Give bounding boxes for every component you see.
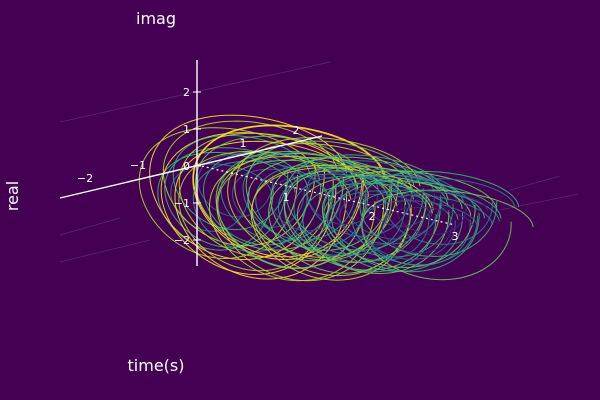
curve-series-line [242,152,379,241]
curve-series-line [360,200,478,260]
grid-line [59,239,151,263]
time-tick-label: 2 [369,210,376,223]
curve-series-line [245,140,415,251]
curve-series-line [361,189,534,281]
curve-series-line [170,163,272,232]
curve-series-line [384,178,515,245]
curve-series-line [351,189,500,266]
curve-series-line [396,191,489,236]
curve-series-line [216,152,407,282]
imag-tick-label: 0 [183,160,190,173]
real-tick-label: 1 [240,137,247,150]
curve-series-line [162,120,338,247]
real-tick-label: 2 [293,124,300,137]
time-tick-label: 1 [283,191,290,204]
time-tick-label: 3 [452,230,459,243]
curve-series-line [363,177,457,227]
imag-tick-label: 1 [183,123,190,136]
imag-tick-label: 2 [183,86,190,99]
imag-tick-label: −2 [174,234,190,247]
real-tick-label: −1 [130,159,146,172]
x-axis-title: real [3,181,22,211]
real-tick-label: −2 [77,172,93,185]
curve-series-line [339,194,433,246]
curve-series-line [227,143,413,262]
curve-series-line [138,127,320,260]
axes-group: 2 1 0 −1 −2 −2 −1 1 2 1 2 3 [59,60,459,266]
curve-series-line [306,160,435,237]
curve-series-line [323,174,476,258]
imag-tick-label: −1 [174,197,190,210]
grid-line [509,175,561,191]
y-axis-title: imag [136,9,176,28]
real-axis-line [59,135,323,199]
curve-series-line [160,132,359,276]
curve-series-line [331,180,502,273]
curve-series-line [381,207,475,254]
time-axis-line [196,164,456,226]
grid-line [59,217,121,236]
curve-series-line [195,135,366,251]
z-axis-title: time(s) [128,356,185,375]
